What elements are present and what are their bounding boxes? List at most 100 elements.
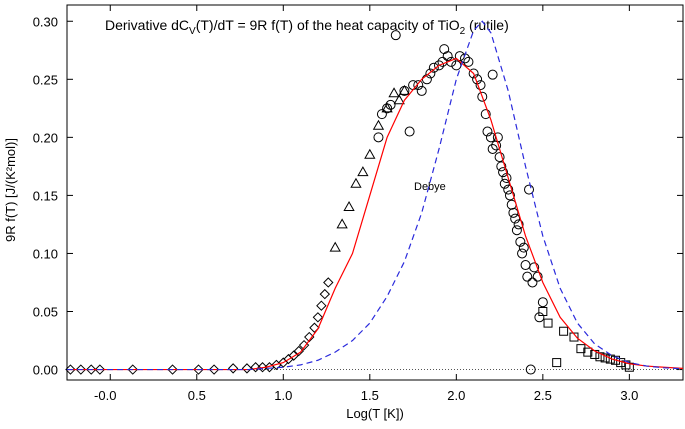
circle-point (482, 126, 493, 137)
x-tick-label: 2.0 (447, 388, 465, 403)
circle-point (520, 260, 531, 271)
y-axis-label: 9R f(T) [J/(K²mol)] (3, 138, 18, 242)
y-tick-label: 0.30 (33, 14, 58, 29)
circle-point (494, 152, 505, 163)
circle-point (510, 213, 521, 224)
diamond-point (127, 364, 138, 375)
circle-point (524, 184, 534, 195)
square-point (569, 332, 579, 342)
circle-point (480, 109, 491, 120)
circle-point (373, 132, 384, 143)
circle-point (404, 126, 415, 137)
title-sub: V (189, 26, 196, 37)
diamond-point (86, 364, 97, 375)
circle-point (517, 248, 528, 259)
circle-point (413, 80, 424, 91)
circle-point (390, 30, 401, 41)
circle-point (499, 178, 510, 189)
y-tick-label: 0.10 (33, 246, 58, 261)
square-point (583, 347, 593, 357)
circle-point (477, 91, 488, 102)
curve (67, 20, 683, 371)
triangle-point (364, 148, 376, 159)
diamond-point (227, 363, 239, 374)
title-part: (rutile) (465, 17, 509, 33)
triangle-point (393, 94, 405, 105)
diamond-point (75, 364, 87, 375)
triangle-point (336, 218, 348, 229)
diamond-point (316, 300, 327, 311)
circle-point (496, 161, 507, 172)
diamond-point (319, 288, 331, 300)
circle-point (518, 242, 529, 253)
triangle-point (343, 200, 355, 212)
triangle-point (329, 241, 341, 252)
circle-point (468, 68, 479, 79)
square-point (538, 307, 548, 317)
triangle-point (357, 166, 369, 177)
circle-point (475, 80, 486, 91)
square-point (543, 318, 553, 328)
circle-point (513, 219, 524, 230)
circle-point (487, 143, 498, 154)
diamond-point (309, 322, 320, 333)
circle-point (439, 44, 450, 55)
diamond-point (312, 312, 324, 323)
circle-point (434, 60, 445, 71)
diamond-point (65, 364, 76, 375)
circle-point (511, 225, 522, 236)
square-point (552, 358, 562, 368)
circle-point (522, 271, 533, 282)
circle-point (463, 56, 474, 67)
circle-point (534, 312, 545, 323)
circle-point (399, 85, 410, 96)
y-tick-label: 0.05 (33, 305, 58, 320)
diamond-point (241, 363, 253, 374)
square-point (611, 355, 621, 365)
circle-point (376, 109, 387, 120)
x-tick-label: 1.0 (274, 388, 292, 403)
x-tick-label: 1.5 (361, 388, 379, 403)
circle-point (529, 262, 540, 273)
diamond-point (208, 364, 220, 375)
diamond-point (167, 364, 178, 375)
circle-point (504, 190, 515, 201)
x-axis-label: Log(T [K]) (346, 406, 404, 421)
circle-point (491, 140, 502, 151)
circle-point (525, 364, 536, 375)
circle-point (532, 271, 543, 282)
diamond-point (94, 364, 106, 375)
triangle-point (388, 87, 400, 98)
square-point (576, 344, 586, 354)
circle-point (385, 99, 396, 110)
curve (67, 57, 683, 371)
plot-frame (66, 4, 684, 381)
y-tick-label: 0.15 (33, 188, 58, 203)
circle-point (382, 103, 393, 114)
x-tick-label: 3.0 (620, 388, 638, 403)
circle-point (485, 132, 496, 143)
circle-point (425, 68, 436, 79)
diamond-point (250, 362, 261, 373)
diamond-point (257, 362, 268, 373)
x-tick-label: -0.0 (94, 388, 116, 403)
circle-point (508, 207, 519, 218)
square-point (559, 326, 569, 336)
circle-point (503, 184, 514, 195)
circle-point (442, 51, 453, 62)
x-tick-label: 2.5 (534, 388, 552, 403)
circle-point (537, 297, 548, 308)
triangle-point (381, 102, 393, 113)
circle-point (487, 69, 498, 80)
circle-point (527, 277, 538, 288)
title-sub: 2 (460, 26, 466, 37)
x-tick-label: 0.5 (188, 388, 206, 403)
circle-point (515, 236, 526, 247)
chart-title: Derivative dCV(T)/dT = 9R f(T) of the he… (105, 17, 509, 37)
diamond-point (323, 277, 334, 288)
annotation: Debye (414, 181, 446, 193)
circle-point (428, 62, 439, 73)
triangle-point (398, 84, 411, 95)
y-tick-label: 0.20 (33, 130, 58, 145)
